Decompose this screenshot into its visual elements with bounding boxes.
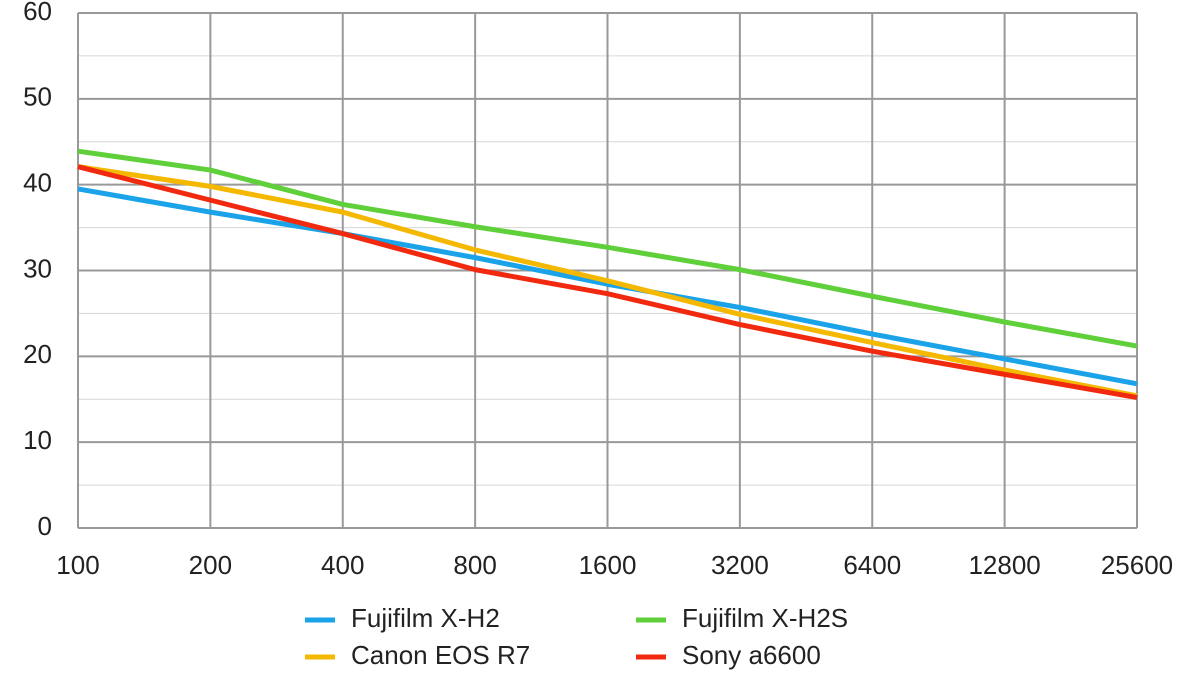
legend-label: Fujifilm X-H2	[351, 603, 500, 633]
y-tick-label: 40	[23, 168, 52, 198]
x-tick-label: 25600	[1101, 550, 1173, 580]
x-tick-label: 200	[189, 550, 232, 580]
y-tick-label: 20	[23, 339, 52, 369]
x-tick-label: 100	[56, 550, 99, 580]
y-tick-label: 60	[23, 0, 52, 26]
series-line	[77, 186, 1138, 387]
y-tick-label: 30	[23, 253, 52, 283]
x-tick-label: 6400	[843, 550, 901, 580]
x-tick-label: 3200	[711, 550, 769, 580]
series-line	[77, 164, 1138, 400]
x-tick-label: 400	[321, 550, 364, 580]
y-tick-label: 10	[23, 425, 52, 455]
legend-label: Fujifilm X-H2S	[682, 603, 848, 633]
y-tick-label: 0	[38, 511, 52, 541]
series-line	[77, 164, 1138, 399]
x-tick-label: 12800	[968, 550, 1040, 580]
legend-label: Sony a6600	[682, 640, 821, 670]
series-line	[77, 148, 1138, 349]
x-tick-label: 1600	[579, 550, 637, 580]
x-tick-label: 800	[453, 550, 496, 580]
legend-label: Canon EOS R7	[351, 640, 530, 670]
y-tick-label: 50	[23, 82, 52, 112]
